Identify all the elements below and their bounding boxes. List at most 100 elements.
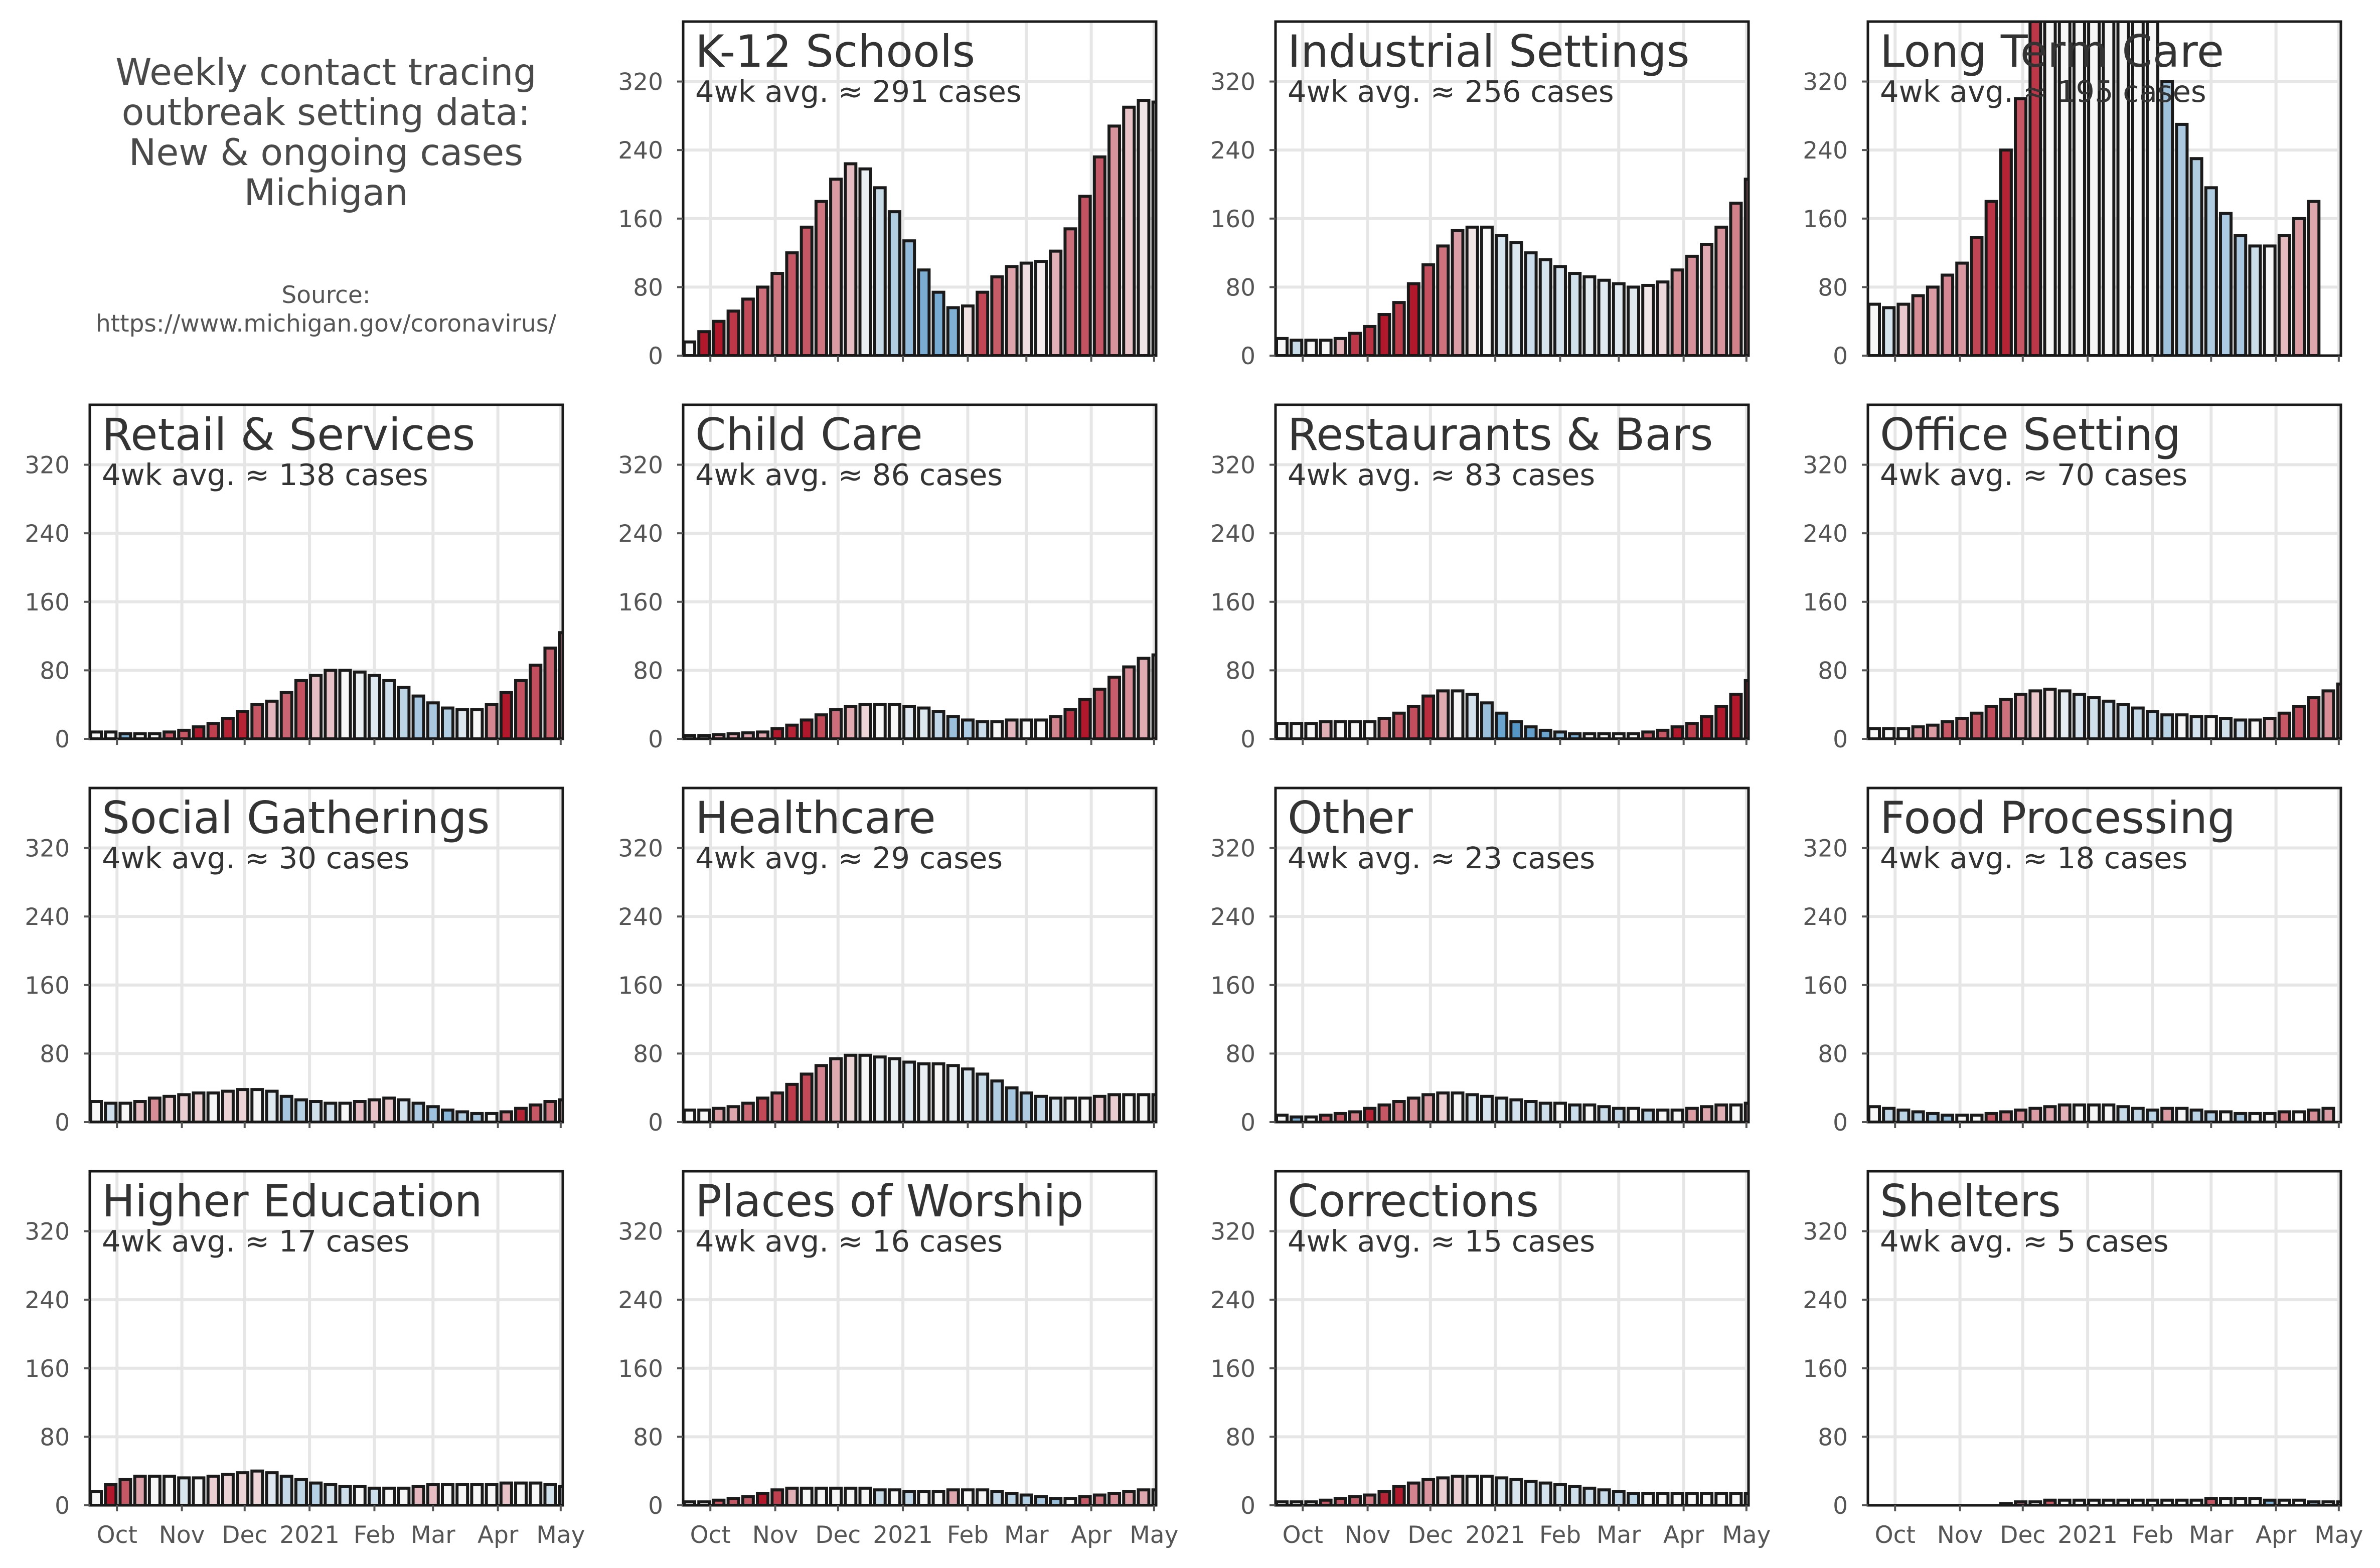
bar xyxy=(917,706,931,739)
bar xyxy=(1760,1102,1771,1122)
bar xyxy=(1092,1094,1106,1122)
bar xyxy=(1714,1103,1728,1122)
bar xyxy=(1122,1490,1136,1505)
bar xyxy=(683,340,697,356)
bar xyxy=(1495,1476,1509,1505)
bar xyxy=(2072,1103,2086,1122)
bar xyxy=(1685,1492,1699,1505)
bar xyxy=(470,1483,484,1505)
bar xyxy=(499,1481,513,1505)
panel-frame xyxy=(1866,787,2342,1124)
bar xyxy=(917,268,931,356)
title-line-2: outbreak setting data: xyxy=(121,91,531,134)
bar xyxy=(338,1102,352,1122)
bar xyxy=(90,1490,103,1505)
bar xyxy=(741,297,755,356)
bar xyxy=(1019,1493,1033,1505)
bar xyxy=(236,1088,250,1122)
bar xyxy=(90,1100,103,1122)
x-tick-label: May xyxy=(1722,1521,1771,1549)
y-tick-label: 160 xyxy=(1803,972,1848,1000)
bar xyxy=(1597,278,1611,356)
bar xyxy=(1743,679,1749,739)
x-tick-label: Oct xyxy=(1283,1521,1323,1549)
bar xyxy=(1392,1100,1406,1122)
bar xyxy=(1377,1490,1391,1505)
x-tick-label: Mar xyxy=(1597,1521,1641,1549)
bar xyxy=(2028,1107,2042,1122)
panel-note: 4wk avg. ≈ 86 cases xyxy=(695,457,1003,492)
y-tick-label: 0 xyxy=(1833,726,1848,753)
bar xyxy=(1421,263,1436,356)
bar xyxy=(1137,1488,1151,1505)
bar xyxy=(2145,1109,2159,1122)
bar xyxy=(574,626,585,739)
bar xyxy=(324,669,338,739)
bar xyxy=(514,1107,528,1122)
bar xyxy=(1005,265,1019,356)
x-tick-label: Apr xyxy=(478,1521,519,1549)
bar-group xyxy=(683,1053,1156,1122)
y-tick-label: 160 xyxy=(1210,206,1255,233)
bar xyxy=(118,1102,132,1122)
bar xyxy=(2307,200,2321,356)
y-tick-label: 240 xyxy=(1210,520,1255,548)
bar xyxy=(367,1098,381,1122)
panel-note: 4wk avg. ≈ 83 cases xyxy=(1288,457,1595,492)
bar xyxy=(726,1105,740,1122)
bar xyxy=(2087,22,2101,356)
bar xyxy=(1451,1091,1465,1122)
panel-places-of-worship: 0 80 160 240 320 Oct Nov Dec 2021 Feb Mar Apr May Pla… xyxy=(618,1170,1178,1549)
bar xyxy=(1465,693,1479,739)
panel-higher-education: 0 80 160 240 320 Oct Nov Dec 2021 Feb Mar Apr May Hig… xyxy=(25,1170,585,1549)
bar xyxy=(324,1483,338,1505)
bar xyxy=(177,1476,191,1505)
bar xyxy=(1524,1480,1538,1505)
bar xyxy=(1137,1093,1151,1122)
panel-title: Food Processing xyxy=(1880,792,2236,844)
x-tick-label: Dec xyxy=(2000,1521,2045,1549)
bar xyxy=(2175,122,2189,356)
bar xyxy=(2072,693,2086,739)
bar xyxy=(1656,728,1670,739)
bar xyxy=(697,1109,711,1122)
panel-note: 4wk avg. ≈ 23 cases xyxy=(1288,841,1595,875)
bar xyxy=(353,1485,367,1505)
y-tick-label: 240 xyxy=(618,137,663,165)
bar xyxy=(1626,732,1641,739)
bar xyxy=(2204,715,2218,739)
bar xyxy=(1760,155,1771,356)
bar-group xyxy=(1868,1103,2335,1122)
x-tick-label: Feb xyxy=(947,1521,989,1549)
bar xyxy=(294,679,308,739)
bar xyxy=(858,167,872,356)
bar xyxy=(2321,1107,2335,1122)
bar xyxy=(2263,1112,2277,1122)
bar xyxy=(1582,275,1597,356)
bar xyxy=(1137,99,1151,356)
bar xyxy=(485,1483,499,1505)
bar xyxy=(1685,254,1699,356)
bar xyxy=(2072,1498,2086,1505)
bar xyxy=(1612,282,1626,356)
bar xyxy=(976,1072,990,1122)
title-line-3: New & ongoing cases xyxy=(128,131,524,174)
y-tick-label: 240 xyxy=(1803,903,1848,931)
bar xyxy=(1582,1103,1597,1122)
bar xyxy=(902,1490,916,1505)
bar xyxy=(147,1474,162,1505)
bar xyxy=(2321,689,2335,739)
bar xyxy=(104,1483,118,1505)
bar xyxy=(2175,1498,2189,1505)
bar xyxy=(1480,225,1494,356)
bar xyxy=(785,1082,799,1122)
y-tick-label: 240 xyxy=(618,903,663,931)
bar xyxy=(279,1094,293,1122)
bar xyxy=(543,646,557,739)
bar xyxy=(2189,1109,2203,1122)
bar xyxy=(1553,1483,1567,1505)
bar xyxy=(543,1483,557,1505)
bar xyxy=(192,1091,206,1122)
panel-title: Office Setting xyxy=(1880,409,2181,460)
